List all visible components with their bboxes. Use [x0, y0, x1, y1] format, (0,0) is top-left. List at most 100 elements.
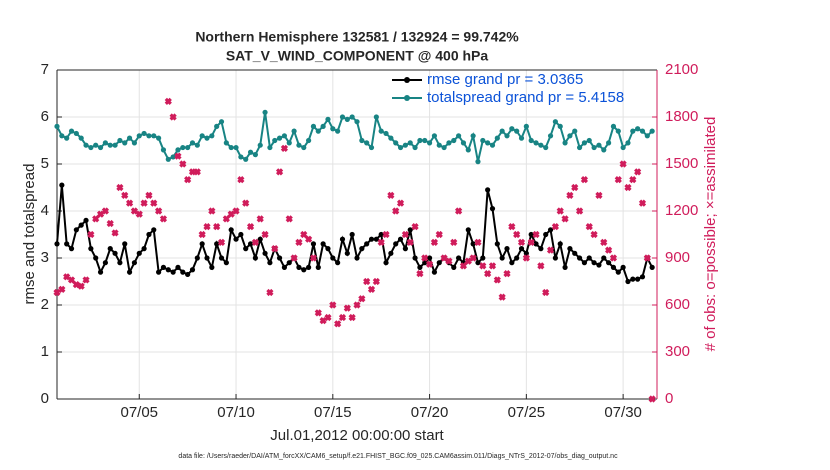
series-marker [276, 135, 283, 141]
obs-marker [169, 113, 177, 121]
obs-marker [72, 281, 80, 289]
series-marker [247, 149, 254, 155]
series-marker [146, 231, 152, 238]
obs-marker [542, 288, 550, 297]
series-marker [470, 241, 476, 247]
obs-marker [619, 160, 627, 168]
series-marker [451, 264, 457, 270]
series-marker [228, 144, 234, 151]
series-marker [630, 128, 636, 134]
obs-marker [125, 199, 134, 207]
obs-marker [77, 282, 85, 290]
series-marker [615, 128, 621, 134]
obs-marker [290, 254, 298, 262]
y2-tick-label: 1200 [665, 202, 698, 219]
series-marker [180, 144, 186, 151]
series-marker [489, 206, 496, 212]
series-marker [175, 147, 181, 153]
obs-marker [435, 230, 443, 239]
series-marker [199, 133, 205, 139]
series-marker [214, 123, 220, 129]
y2-tick-label: 300 [665, 343, 690, 360]
series-marker [465, 227, 471, 233]
series-marker [238, 231, 244, 238]
obs-marker [213, 223, 221, 231]
series-marker [649, 128, 655, 134]
obs-marker [527, 238, 535, 246]
obs-marker [551, 223, 559, 231]
series-marker [417, 264, 423, 270]
series-marker [204, 255, 210, 261]
series-marker [218, 119, 225, 125]
series-marker [601, 147, 607, 153]
series-marker [88, 144, 94, 151]
series-marker [489, 142, 496, 148]
series-marker [189, 140, 196, 146]
obs-marker [150, 199, 158, 207]
series-marker [533, 140, 539, 146]
series-marker [315, 264, 321, 270]
series-marker [262, 250, 268, 256]
series-marker [373, 236, 379, 242]
series-marker [320, 123, 326, 129]
series-marker [610, 123, 617, 129]
series-marker [451, 137, 457, 144]
series-marker [630, 276, 636, 282]
series-marker [126, 135, 133, 141]
series-marker [373, 114, 379, 120]
series-marker [117, 260, 123, 266]
obs-marker [396, 199, 405, 207]
series-marker [514, 255, 520, 261]
series-marker [339, 114, 346, 120]
series-marker [170, 154, 176, 160]
series-marker [543, 144, 549, 151]
series-marker [610, 264, 617, 270]
series-marker [325, 116, 331, 122]
series-marker [281, 133, 288, 139]
series-marker [160, 147, 167, 153]
series-marker [209, 133, 215, 139]
series-marker [533, 241, 539, 247]
series-marker [238, 154, 244, 160]
obs-marker [590, 230, 598, 239]
obs-marker [372, 277, 380, 286]
obs-marker [135, 210, 143, 218]
series-marker [397, 236, 404, 242]
series-marker [412, 144, 418, 151]
obs-marker [401, 230, 409, 239]
obs-marker [295, 238, 303, 246]
obs-marker [203, 223, 211, 231]
series-marker [359, 137, 365, 144]
series-marker [576, 255, 583, 261]
obs-marker [338, 313, 347, 322]
series-marker [189, 267, 196, 273]
obs-marker [251, 238, 259, 246]
series-marker [422, 137, 428, 144]
series-line [56, 112, 653, 162]
series-marker [97, 144, 104, 151]
y2-tick-label: 1800 [665, 108, 698, 125]
series-marker [286, 260, 292, 266]
series-marker [402, 246, 408, 252]
series-marker [436, 260, 442, 266]
y2-tick-label: 600 [665, 296, 690, 313]
series-marker [68, 246, 75, 252]
series-marker [562, 140, 568, 146]
series-marker [567, 133, 573, 139]
obs-marker [416, 270, 424, 278]
obs-marker [595, 191, 603, 199]
obs-marker [469, 254, 477, 262]
series-marker [78, 222, 84, 228]
series-marker [504, 246, 510, 252]
obs-marker [111, 229, 119, 237]
series-marker [102, 260, 108, 266]
series-marker [136, 133, 142, 139]
series-marker [572, 128, 578, 134]
series-marker [107, 246, 113, 252]
series-marker [485, 140, 491, 146]
obs-marker [493, 276, 501, 284]
obs-marker [430, 238, 439, 246]
series-marker [596, 262, 602, 268]
series-marker [412, 255, 418, 261]
